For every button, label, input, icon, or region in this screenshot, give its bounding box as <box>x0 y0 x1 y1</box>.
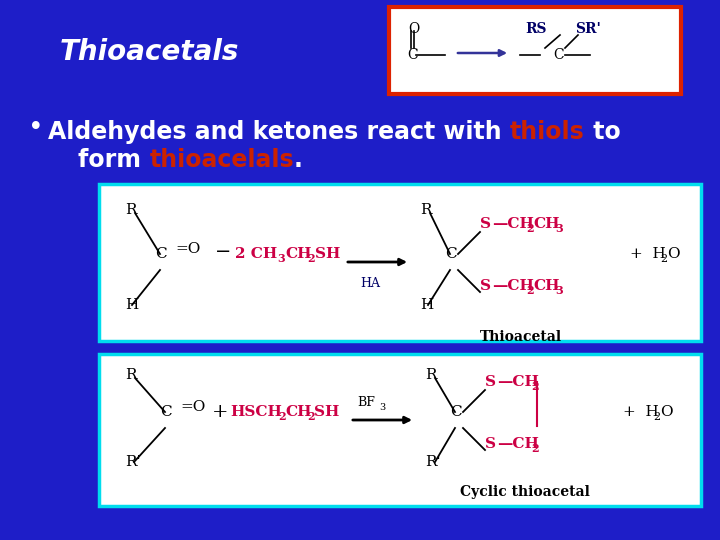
Text: to: to <box>585 120 621 144</box>
Text: =O: =O <box>175 242 200 256</box>
Text: 2: 2 <box>278 411 286 422</box>
Text: C: C <box>155 247 166 261</box>
Text: 2: 2 <box>526 285 534 295</box>
Text: HA: HA <box>360 277 380 290</box>
Text: 2: 2 <box>526 222 534 233</box>
Text: —CH: —CH <box>492 279 534 293</box>
Text: +  H: + H <box>630 247 666 261</box>
Text: CH: CH <box>533 217 559 231</box>
Text: +: + <box>212 403 228 421</box>
Text: Thioacetal: Thioacetal <box>480 330 562 344</box>
Text: —CH: —CH <box>497 437 539 451</box>
Text: 3: 3 <box>555 285 563 295</box>
Text: 2: 2 <box>531 442 539 454</box>
Text: SH: SH <box>314 405 339 419</box>
Text: H: H <box>420 298 433 312</box>
Text: BF: BF <box>357 395 375 408</box>
Text: C: C <box>407 48 418 62</box>
Text: 2: 2 <box>653 412 660 422</box>
Text: H: H <box>125 298 138 312</box>
Text: HSCH: HSCH <box>230 405 282 419</box>
Text: Aldehydes and ketones react with: Aldehydes and ketones react with <box>48 120 510 144</box>
Text: C: C <box>445 247 456 261</box>
Text: .: . <box>294 148 302 172</box>
Text: O: O <box>667 247 680 261</box>
Text: R: R <box>420 203 431 217</box>
Text: •: • <box>28 115 44 141</box>
Text: SH: SH <box>315 247 341 261</box>
Text: O: O <box>660 405 672 419</box>
Text: 3: 3 <box>277 253 284 265</box>
Text: =O: =O <box>180 400 205 414</box>
Text: R: R <box>125 203 137 217</box>
Text: C: C <box>160 405 171 419</box>
Text: —CH: —CH <box>492 217 534 231</box>
Text: C: C <box>553 48 564 62</box>
Text: 2 CH: 2 CH <box>235 247 277 261</box>
Text: CH: CH <box>533 279 559 293</box>
Text: S: S <box>485 375 496 389</box>
Text: R': R' <box>425 455 441 469</box>
Text: —CH: —CH <box>497 375 539 389</box>
Text: 2: 2 <box>531 381 539 392</box>
Text: 3: 3 <box>555 222 563 233</box>
Text: −: − <box>215 243 231 261</box>
Text: O: O <box>408 22 419 36</box>
Text: Thioacetals: Thioacetals <box>60 38 239 66</box>
Text: SR': SR' <box>575 22 601 36</box>
FancyBboxPatch shape <box>389 7 681 94</box>
Text: S: S <box>480 217 491 231</box>
Text: R: R <box>425 368 436 382</box>
FancyBboxPatch shape <box>99 354 701 506</box>
Text: thioacelals: thioacelals <box>149 148 294 172</box>
Text: thiols: thiols <box>510 120 585 144</box>
FancyBboxPatch shape <box>99 184 701 341</box>
Text: 2: 2 <box>307 411 315 422</box>
Text: CH: CH <box>285 405 312 419</box>
Text: R: R <box>125 368 137 382</box>
Text: R': R' <box>125 455 140 469</box>
Text: Cyclic thioacetal: Cyclic thioacetal <box>460 485 590 499</box>
Text: 2: 2 <box>307 253 315 265</box>
Text: 3: 3 <box>379 402 385 411</box>
Text: 2: 2 <box>660 254 667 264</box>
Text: form: form <box>78 148 149 172</box>
Text: S: S <box>480 279 491 293</box>
Text: CH: CH <box>285 247 312 261</box>
Text: RS: RS <box>525 22 546 36</box>
Text: S: S <box>485 437 496 451</box>
Text: +  H: + H <box>623 405 659 419</box>
Text: C: C <box>450 405 462 419</box>
